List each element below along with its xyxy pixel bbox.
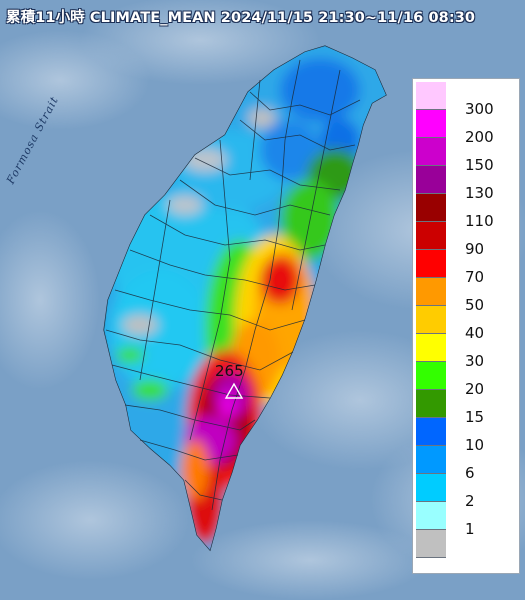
legend-swatch — [416, 530, 446, 558]
map-title: 累積11小時 CLIMATE_MEAN 2024/11/15 21:30~11/… — [6, 10, 476, 26]
legend-item: 20 — [413, 362, 519, 398]
triangle-icon — [224, 382, 244, 399]
legend-item: 70 — [413, 250, 519, 286]
legend-item: 110 — [413, 194, 519, 230]
legend-swatch — [416, 390, 446, 418]
legend-label: 90 — [465, 240, 485, 258]
legend-swatch — [416, 446, 446, 474]
legend-item: 150 — [413, 138, 519, 174]
legend-label: 50 — [465, 296, 485, 314]
legend-swatch — [416, 502, 446, 530]
legend-item: 6 — [413, 446, 519, 482]
legend-swatch — [416, 306, 446, 334]
legend-label: 15 — [465, 408, 485, 426]
legend-swatch — [416, 110, 446, 138]
boundary-lines — [105, 59, 361, 511]
legend-swatch — [416, 138, 446, 166]
max-marker: 265 — [215, 362, 244, 399]
legend-swatch — [416, 194, 446, 222]
legend-swatch — [416, 278, 446, 306]
legend-item: 200 — [413, 110, 519, 146]
legend-swatch — [416, 334, 446, 362]
legend-label: 70 — [465, 268, 485, 286]
legend-label: 2 — [465, 492, 475, 510]
legend-label: 300 — [465, 100, 494, 118]
legend-item: 300 — [413, 82, 519, 118]
max-value: 265 — [215, 362, 244, 380]
legend-label: 130 — [465, 184, 494, 202]
legend-item — [413, 530, 519, 558]
legend-item: 10 — [413, 418, 519, 454]
legend-label: 1 — [465, 520, 475, 538]
legend-label: 10 — [465, 436, 485, 454]
legend-swatch — [416, 82, 446, 110]
legend-item: 2 — [413, 474, 519, 510]
legend-item: 40 — [413, 306, 519, 342]
legend-label: 30 — [465, 352, 485, 370]
legend-item: 130 — [413, 166, 519, 202]
legend-item: 90 — [413, 222, 519, 258]
legend-label: 6 — [465, 464, 475, 482]
legend-item: 30 — [413, 334, 519, 370]
legend-item: 50 — [413, 278, 519, 314]
legend-item: 15 — [413, 390, 519, 426]
legend-label: 20 — [465, 380, 485, 398]
legend-swatch — [416, 250, 446, 278]
color-legend: 300 200 150 130 110 90 70 50 40 30 20 15 10 6 2 1 — [412, 78, 520, 574]
legend-label: 110 — [465, 212, 494, 230]
legend-swatch — [416, 222, 446, 250]
legend-swatch — [416, 474, 446, 502]
legend-swatch — [416, 166, 446, 194]
legend-item: 1 — [413, 502, 519, 538]
legend-label: 40 — [465, 324, 485, 342]
legend-label: 200 — [465, 128, 494, 146]
legend-swatch — [416, 362, 446, 390]
legend-label: 150 — [465, 156, 494, 174]
legend-swatch — [416, 418, 446, 446]
